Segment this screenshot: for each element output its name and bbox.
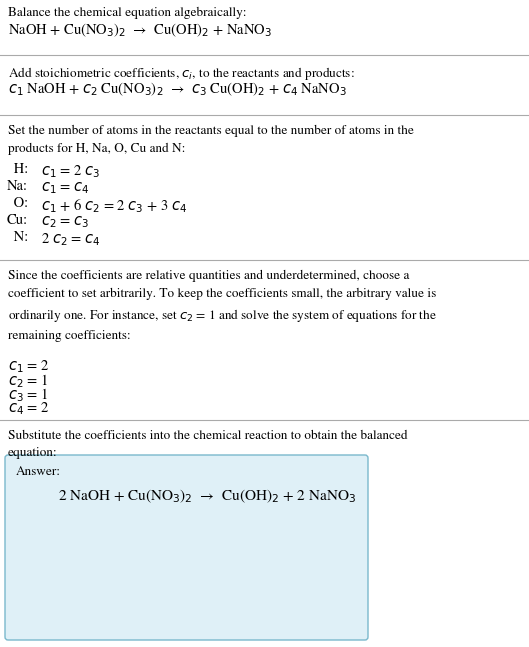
Text: 2 NaOH + Cu(NO$_3$)$_2$  →  Cu(OH)$_2$ + 2 NaNO$_3$: 2 NaOH + Cu(NO$_3$)$_2$ → Cu(OH)$_2$ + 2… [58, 488, 356, 505]
Text: Answer:: Answer: [16, 466, 61, 477]
Text: $c_2$ = $c_3$: $c_2$ = $c_3$ [34, 214, 89, 230]
Text: $c_1$ = 2: $c_1$ = 2 [8, 358, 49, 375]
Text: Set the number of atoms in the reactants equal to the number of atoms in the
pro: Set the number of atoms in the reactants… [8, 125, 414, 155]
Text: H:: H: [10, 163, 28, 177]
Text: Cu:: Cu: [7, 214, 28, 227]
Text: Na:: Na: [7, 180, 28, 193]
Text: $c_1$ = 2 $c_3$: $c_1$ = 2 $c_3$ [34, 163, 101, 180]
Text: $c_1$ = $c_4$: $c_1$ = $c_4$ [34, 180, 89, 195]
Text: $c_4$ = 2: $c_4$ = 2 [8, 400, 49, 417]
Text: 2 $c_2$ = $c_4$: 2 $c_2$ = $c_4$ [34, 231, 101, 248]
Text: $c_3$ = 1: $c_3$ = 1 [8, 386, 48, 404]
Text: Substitute the coefficients into the chemical reaction to obtain the balanced
eq: Substitute the coefficients into the che… [8, 430, 407, 459]
FancyBboxPatch shape [5, 455, 368, 640]
Text: N:: N: [10, 231, 28, 245]
Text: $c_1$ + 6 $c_2$ = 2 $c_3$ + 3 $c_4$: $c_1$ + 6 $c_2$ = 2 $c_3$ + 3 $c_4$ [34, 197, 187, 215]
Text: $c_1$ NaOH + $c_2$ Cu(NO$_3$)$_2$  →  $c_3$ Cu(OH)$_2$ + $c_4$ NaNO$_3$: $c_1$ NaOH + $c_2$ Cu(NO$_3$)$_2$ → $c_3… [8, 81, 347, 98]
Text: O:: O: [10, 197, 28, 210]
Text: Balance the chemical equation algebraically:: Balance the chemical equation algebraica… [8, 7, 247, 19]
Text: $c_2$ = 1: $c_2$ = 1 [8, 372, 48, 389]
Text: Since the coefficients are relative quantities and underdetermined, choose a
coe: Since the coefficients are relative quan… [8, 270, 437, 342]
Text: NaOH + Cu(NO$_3$)$_2$  →  Cu(OH)$_2$ + NaNO$_3$: NaOH + Cu(NO$_3$)$_2$ → Cu(OH)$_2$ + NaN… [8, 22, 272, 39]
Text: Add stoichiometric coefficients, $c_i$, to the reactants and products:: Add stoichiometric coefficients, $c_i$, … [8, 65, 355, 82]
